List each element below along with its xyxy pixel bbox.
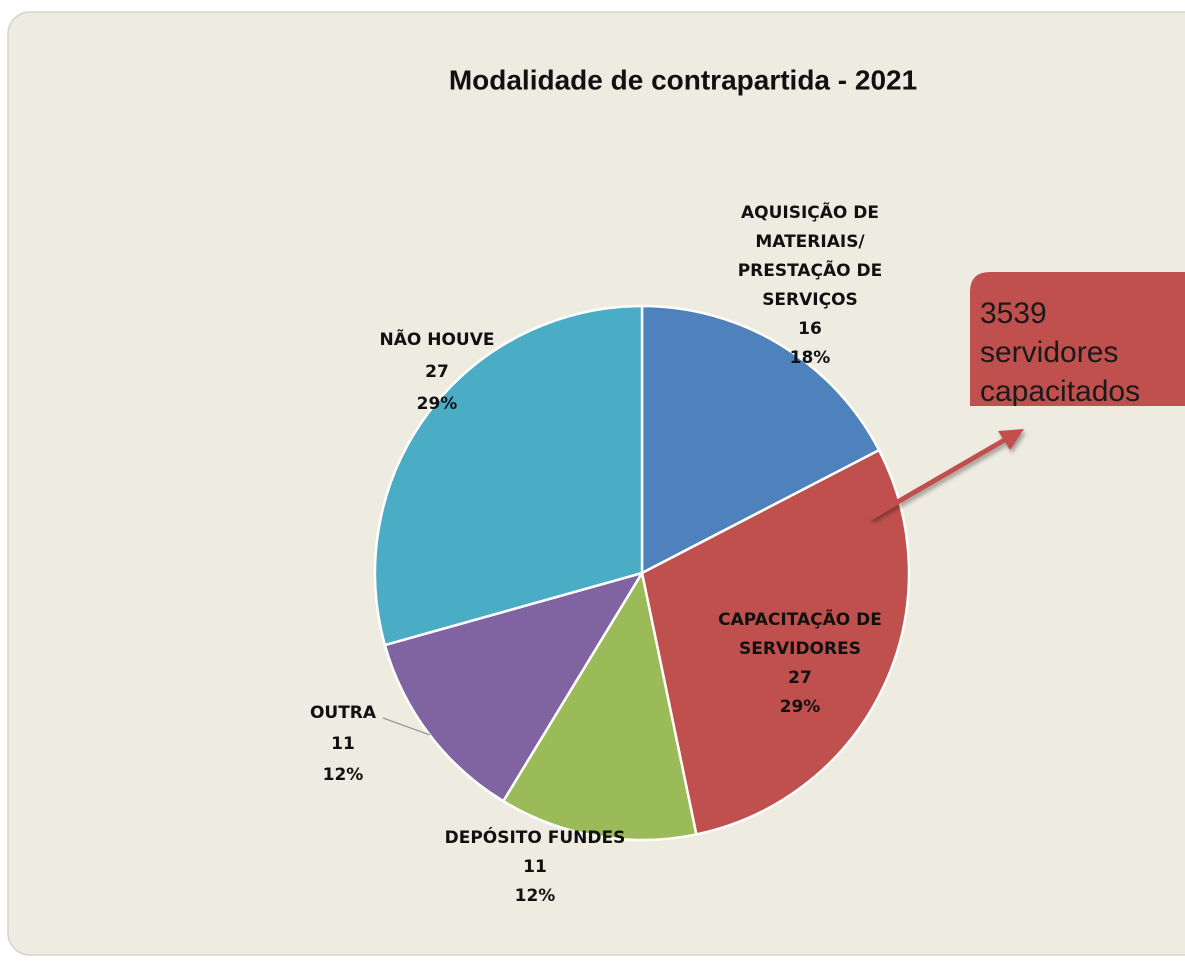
category-label: CAPACITAÇÃO DE [718,607,882,630]
category-label: SERVIDORES [739,639,861,659]
leader-line [382,717,431,736]
callout-line: capacitados [980,375,1140,408]
value-label: 27 [788,668,812,688]
category-label: DEPÓSITO FUNDES [445,826,626,848]
callout-text: 3539 servidores capacitados [980,297,1140,408]
value-label: 11 [523,857,547,877]
category-label: AQUISIÇÃO DE [741,200,879,223]
callout-box [970,272,1185,406]
percent-label: 29% [417,394,458,414]
percent-label: 12% [323,765,364,785]
callout-line: servidores [980,336,1118,369]
arrow-head [998,429,1024,450]
pie-slice [373,304,644,647]
category-label: SERVIÇOS [762,290,858,310]
arrow-shaft [868,435,1010,521]
category-label: OUTRA [310,703,377,723]
percent-label: 12% [515,886,556,906]
value-label: 27 [425,362,449,382]
pie [373,304,911,842]
category-label: MATERIAIS/ [755,232,865,252]
percent-label: 18% [790,348,831,368]
value-label: 16 [798,319,822,339]
callout-line: 3539 [980,297,1047,330]
chart-title: Modalidade de contrapartida - 2021 [449,64,917,95]
value-label: 11 [331,734,355,754]
pie-slice [640,304,881,576]
pie-slice [501,569,698,842]
category-label: NÃO HOUVE [379,327,494,350]
category-label: PRESTAÇÃO DE [738,258,883,281]
percent-label: 29% [780,697,821,717]
pie-slice [640,448,911,836]
callout-arrow [868,429,1024,521]
